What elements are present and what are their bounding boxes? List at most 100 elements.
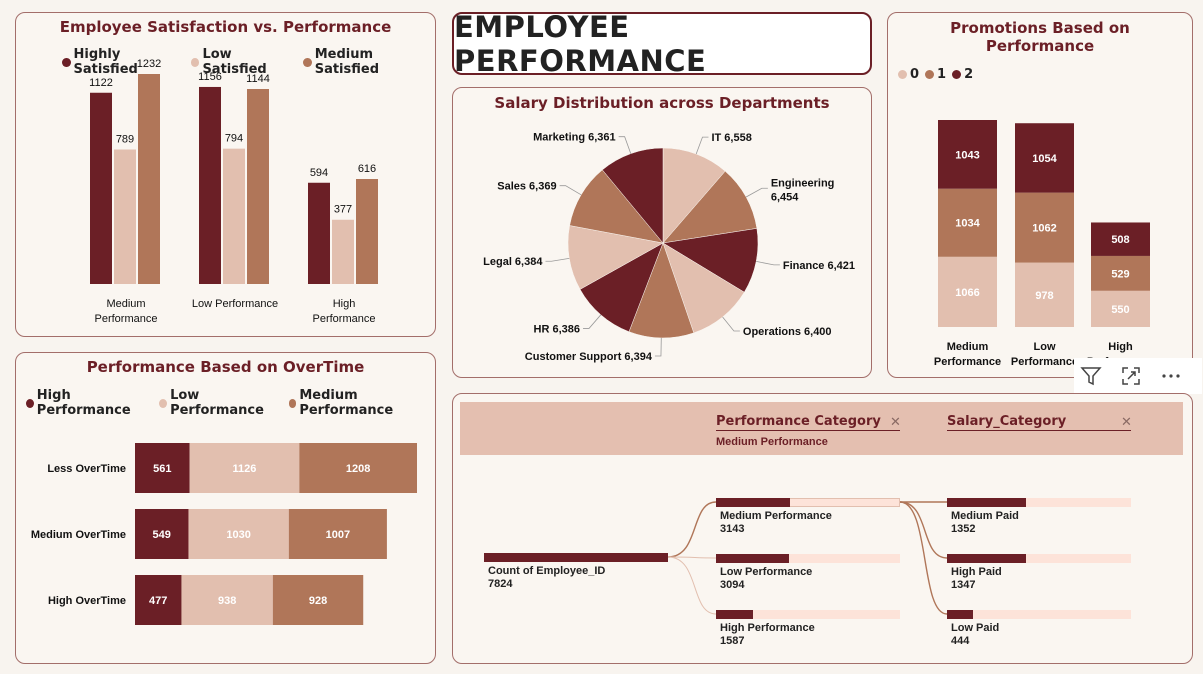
pie-slice bbox=[662, 228, 759, 293]
data-label: 978 bbox=[1035, 290, 1053, 302]
leader-line bbox=[695, 136, 709, 155]
bar bbox=[308, 182, 330, 284]
data-label: 1062 bbox=[1032, 223, 1056, 235]
pie-slice bbox=[602, 147, 664, 244]
satisfaction-chart-title: Employee Satisfaction vs. Performance bbox=[59, 18, 392, 36]
data-label: 1007 bbox=[326, 529, 350, 541]
bar bbox=[332, 219, 354, 284]
leader-line bbox=[559, 185, 582, 196]
legend-item: Low Performance bbox=[159, 388, 280, 418]
data-label: 477 bbox=[149, 595, 167, 607]
legend-item: 0 bbox=[898, 67, 919, 82]
salary-pie-card[interactable]: Salary Distribution across Departments I… bbox=[452, 87, 872, 378]
salary-chart-title: Salary Distribution across Departments bbox=[494, 94, 830, 112]
category-label: High bbox=[1108, 341, 1133, 353]
close-icon[interactable]: ✕ bbox=[890, 414, 901, 429]
bar bbox=[356, 179, 378, 284]
bar bbox=[135, 575, 182, 625]
satisfaction-legend: Highly Satisfied Low Satisfied Medium Sa… bbox=[62, 47, 435, 77]
data-label: 1144 bbox=[246, 73, 270, 85]
data-label: 1054 bbox=[1032, 153, 1057, 165]
overtime-chart-card[interactable]: Performance Based on OverTime High Perfo… bbox=[15, 352, 436, 664]
data-label: 377 bbox=[334, 204, 352, 216]
bar-segment bbox=[1015, 123, 1074, 193]
data-label: 1208 bbox=[346, 463, 370, 475]
data-label: 549 bbox=[153, 529, 171, 541]
bar bbox=[272, 575, 364, 625]
filter-underline bbox=[947, 430, 1131, 431]
bar-segment bbox=[938, 120, 997, 189]
data-label: 789 bbox=[116, 134, 134, 146]
slice-label: HR 6,386 bbox=[534, 323, 580, 335]
slice-label: Finance 6,421 bbox=[783, 260, 855, 272]
promotions-chart-card[interactable]: Promotions Based on Performance 0 1 2 10… bbox=[887, 12, 1193, 378]
bar bbox=[181, 575, 273, 625]
pie-slice bbox=[628, 242, 695, 339]
page-title: EMPLOYEE PERFORMANCE bbox=[452, 10, 872, 78]
data-label: 1043 bbox=[955, 149, 979, 161]
bar-segment bbox=[1091, 222, 1150, 256]
data-label: 508 bbox=[1111, 234, 1129, 246]
legend-item: 1 bbox=[925, 67, 946, 82]
bar-segment bbox=[1015, 262, 1074, 327]
bar bbox=[188, 509, 289, 559]
promotions-stacked-chart: 1066 1034 1043 Medium Performance 978 1062 1054… bbox=[934, 120, 1154, 368]
category-label: Performance bbox=[95, 313, 158, 325]
close-icon[interactable]: ✕ bbox=[1121, 414, 1132, 429]
promotions-chart-title: Promotions Based on Performance bbox=[950, 19, 1130, 55]
data-label: 938 bbox=[218, 595, 236, 607]
filter-performance-category[interactable]: Performance Category bbox=[716, 414, 881, 429]
category-label: High OverTime bbox=[48, 595, 126, 607]
pie-slice bbox=[662, 170, 758, 244]
filter-selected-value: Medium Performance bbox=[716, 436, 828, 448]
slice-label: IT 6,558 bbox=[711, 132, 751, 144]
slice-label: Legal 6,384 bbox=[483, 256, 543, 268]
slice-label: Sales 6,369 bbox=[497, 181, 556, 193]
filter-salary-category[interactable]: Salary_Category bbox=[947, 414, 1067, 429]
legend-item: Highly Satisfied bbox=[62, 47, 183, 77]
overtime-bar-chart: Less OverTime 561 1126 1208 Medium OverTime 5… bbox=[31, 443, 417, 625]
category-label: High bbox=[333, 298, 356, 310]
slice-label: Marketing 6,361 bbox=[533, 132, 616, 144]
visual-toolbar bbox=[1074, 358, 1202, 394]
bar bbox=[299, 443, 417, 493]
data-label: 561 bbox=[153, 463, 171, 475]
data-label: 616 bbox=[358, 163, 376, 175]
bar-segment bbox=[1091, 255, 1150, 291]
data-label: 928 bbox=[309, 595, 327, 607]
bar bbox=[135, 443, 190, 493]
pie-slice bbox=[569, 169, 664, 244]
data-label: 1126 bbox=[233, 463, 257, 475]
bar bbox=[288, 509, 387, 559]
legend-item: 2 bbox=[952, 67, 973, 82]
more-options-icon[interactable] bbox=[1158, 363, 1184, 389]
leader-line bbox=[545, 257, 570, 262]
bar bbox=[90, 92, 112, 284]
bar-segment bbox=[1091, 290, 1150, 327]
satisfaction-bar-chart: 1122 789 1232 Medium Performance 1156 794 1144 L… bbox=[89, 58, 378, 325]
filter-icon[interactable] bbox=[1078, 363, 1104, 389]
data-label: 1156 bbox=[198, 71, 222, 83]
satisfaction-chart-card[interactable]: Employee Satisfaction vs. Performance Hi… bbox=[15, 12, 436, 337]
promotions-legend: 0 1 2 bbox=[898, 67, 973, 82]
data-label: 794 bbox=[225, 133, 243, 145]
leader-line bbox=[583, 314, 602, 329]
legend-item: Low Satisfied bbox=[190, 47, 295, 77]
category-label: Performance bbox=[313, 313, 376, 325]
focus-mode-icon[interactable] bbox=[1118, 363, 1144, 389]
data-label: 1034 bbox=[955, 218, 980, 230]
data-label: 1232 bbox=[137, 58, 161, 70]
bar-segment bbox=[1015, 192, 1074, 263]
bar-segment bbox=[938, 256, 997, 327]
slice-label: Customer Support 6,394 bbox=[525, 351, 653, 363]
pie-slice bbox=[662, 242, 745, 334]
category-label: Low Performance bbox=[192, 298, 278, 310]
bar bbox=[114, 149, 136, 284]
pie-slice bbox=[662, 147, 726, 244]
category-label: Medium bbox=[947, 341, 989, 353]
legend-item: Medium Performance bbox=[288, 388, 435, 418]
category-label: Less OverTime bbox=[47, 463, 126, 475]
overtime-legend: High Performance Low Performance Medium … bbox=[26, 388, 435, 418]
leader-line bbox=[722, 316, 740, 332]
data-label: 529 bbox=[1111, 268, 1129, 280]
